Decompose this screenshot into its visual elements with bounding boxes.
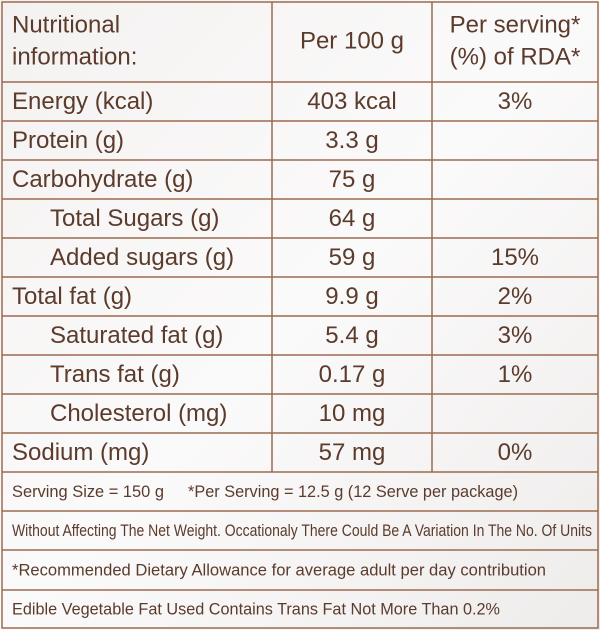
nutrient-value: 59 g <box>329 244 376 271</box>
nutrient-value: 15% <box>491 244 539 271</box>
nutrient-value: 3% <box>498 88 533 115</box>
note-text: Serving Size = 150 g <box>12 482 164 501</box>
nutrient-name: Trans fat (g) <box>50 361 180 388</box>
nutrient-name: Protein (g) <box>12 127 124 154</box>
nutrient-value: 57 mg <box>319 439 386 466</box>
nutrient-name: Sodium (mg) <box>12 439 149 466</box>
note-text: *Recommended Dietary Allowance for avera… <box>12 560 546 579</box>
nutrient-name: Total fat (g) <box>12 283 132 310</box>
nutrient-value: 0.17 g <box>319 361 386 388</box>
nutrient-name: Energy (kcal) <box>12 88 153 115</box>
nutrient-value: 1% <box>498 361 533 388</box>
nutrient-value: 75 g <box>329 166 376 193</box>
header-text: Per 100 g <box>300 27 404 54</box>
nutrient-value: 2% <box>498 283 533 310</box>
nutrient-value: 3.3 g <box>325 127 378 154</box>
header-text: Per serving* <box>450 11 581 38</box>
nutrient-value: 403 kcal <box>307 88 396 115</box>
nutrient-value: 10 mg <box>319 400 386 427</box>
header-text: information: <box>12 43 137 70</box>
nutrient-value: 64 g <box>329 205 376 232</box>
nutrient-name: Cholesterol (mg) <box>50 400 227 427</box>
nutrient-name: Added sugars (g) <box>50 244 234 271</box>
nutrient-value: 3% <box>498 322 533 349</box>
nutrient-value: 0% <box>498 439 533 466</box>
header-text: (%) of RDA* <box>450 43 581 70</box>
nutrient-value: 9.9 g <box>325 283 378 310</box>
nutrient-name: Saturated fat (g) <box>50 322 223 349</box>
note-text: Edible Vegetable Fat Used Contains Trans… <box>12 599 500 618</box>
header-text: Nutritional <box>12 11 120 38</box>
nutrient-value: 5.4 g <box>325 322 378 349</box>
note-text: *Per Serving = 12.5 g (12 Serve per pack… <box>188 482 518 501</box>
note-text: Without Affecting The Net Weight. Occati… <box>12 521 592 540</box>
nutrient-name: Total Sugars (g) <box>50 205 219 232</box>
nutrient-name: Carbohydrate (g) <box>12 166 193 193</box>
